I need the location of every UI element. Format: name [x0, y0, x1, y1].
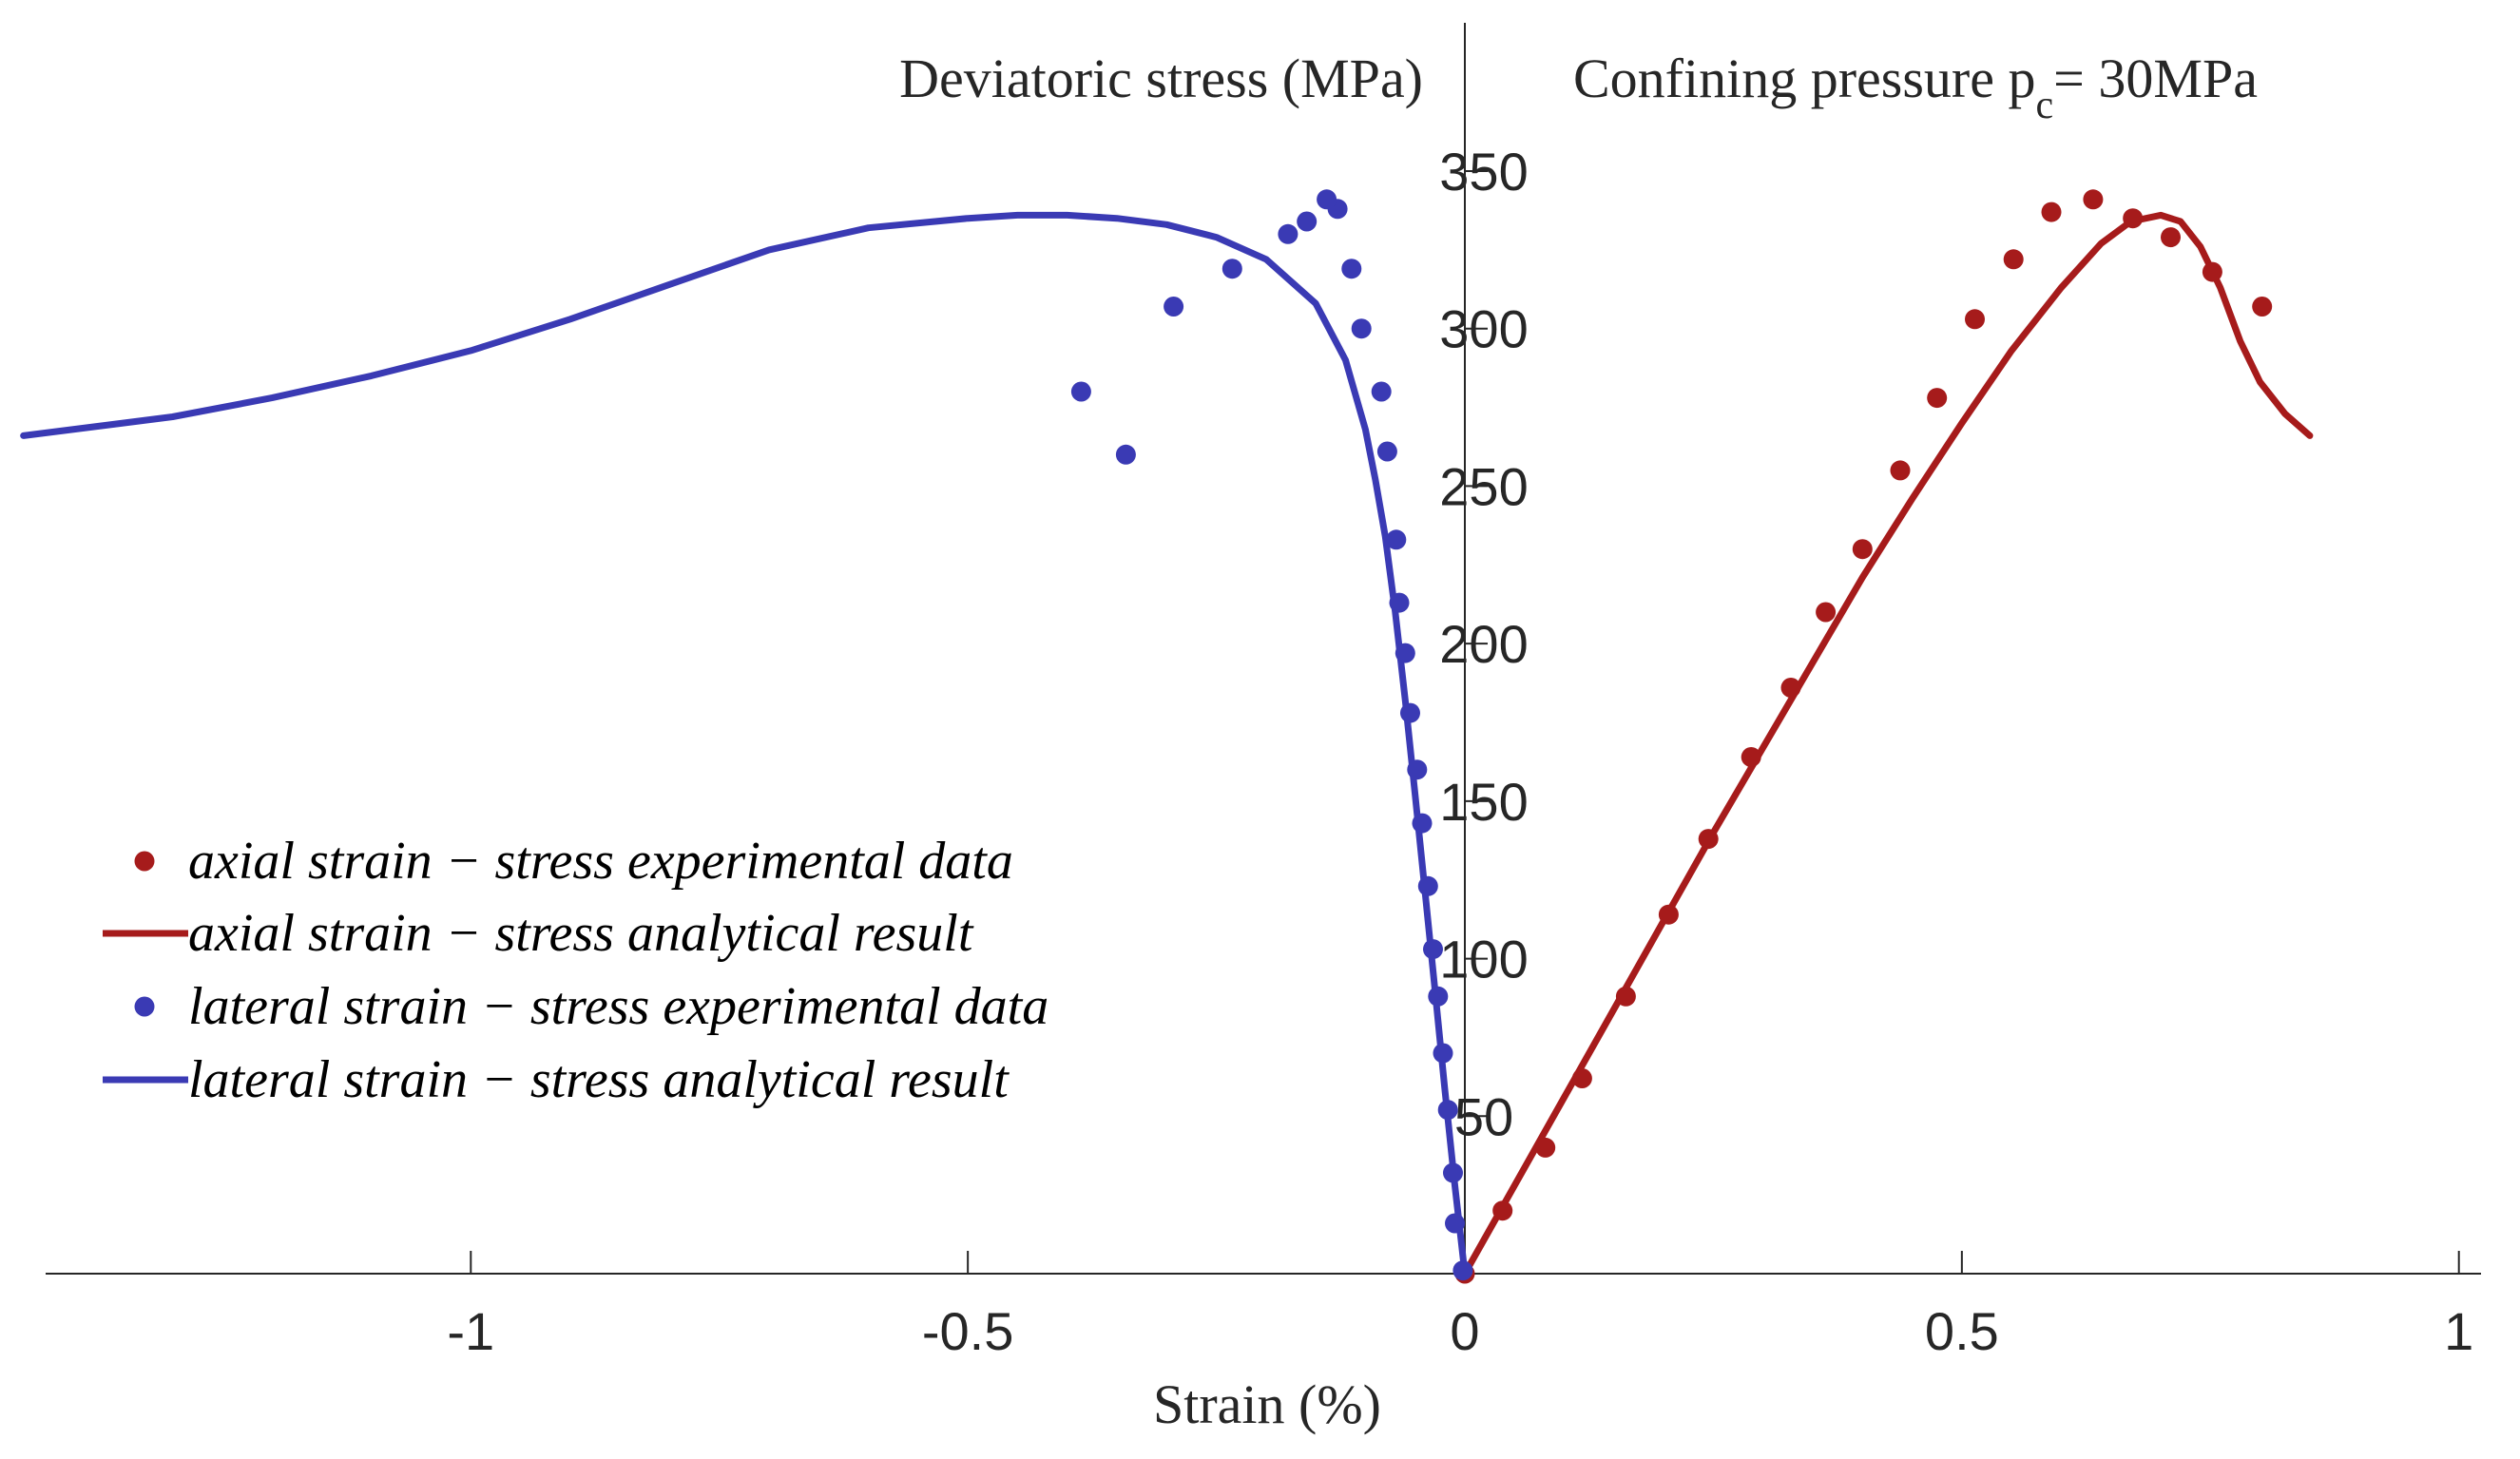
x-tick-label: 0 — [1450, 1301, 1479, 1361]
data-point — [1164, 297, 1184, 317]
data-point — [1400, 702, 1420, 723]
annotation-prefix: Confining pressure p — [1573, 48, 2036, 109]
data-point — [1395, 643, 1415, 663]
y-tick-label: 350 — [1439, 142, 1528, 202]
x-tick-label: 0.5 — [1925, 1301, 1999, 1361]
confining-pressure-annotation: Confining pressure pc= 30MPa — [1573, 48, 2258, 127]
series-points-axial-strain-stress-experimental-data — [1454, 189, 2273, 1284]
data-point — [1341, 259, 1362, 279]
series-line-lateral-strain-stress-analytical-result — [20, 211, 1469, 1277]
data-point — [1615, 986, 1636, 1007]
data-point — [2041, 202, 2062, 222]
data-point — [1741, 747, 1761, 767]
data-point — [1278, 223, 1298, 244]
annotation-suffix: = 30MPa — [2053, 48, 2258, 109]
data-point — [1351, 318, 1372, 339]
data-point — [1222, 259, 1242, 279]
data-point — [1927, 388, 1948, 409]
legend: axial strain − stress experimental data … — [103, 832, 1048, 1109]
data-point — [1445, 1213, 1465, 1234]
data-point — [1852, 539, 1873, 560]
data-point — [2083, 189, 2104, 210]
legend-item-lateral-data: lateral strain − stress experimental dat… — [134, 977, 1048, 1036]
legend-label-lateral-data: lateral strain − stress experimental dat… — [188, 977, 1048, 1036]
x-tick-label: -1 — [447, 1301, 494, 1361]
data-point — [1535, 1137, 1556, 1158]
data-point — [2161, 227, 2181, 248]
legend-label-lateral-result: lateral strain − stress analytical resul… — [188, 1050, 1010, 1109]
data-point — [1417, 875, 1438, 896]
data-point — [1412, 813, 1433, 834]
data-point — [1780, 678, 1801, 698]
data-point — [1297, 211, 1318, 232]
data-point — [1492, 1200, 1513, 1221]
data-point — [1371, 381, 1392, 402]
legend-label-axial-result: axial strain − stress analytical result — [188, 904, 974, 963]
x-tick-label: 1 — [2444, 1301, 2473, 1361]
data-point — [1698, 829, 1719, 850]
data-point — [1890, 460, 1911, 481]
legend-swatch-lateral-data — [134, 996, 155, 1017]
series-line-axial-strain-stress-analytical-result — [1461, 211, 2314, 1277]
y-tick-label: 100 — [1439, 930, 1528, 989]
data-point — [1376, 441, 1397, 462]
data-point — [2202, 261, 2222, 282]
legend-item-lateral-result: lateral strain − stress analytical resul… — [103, 1050, 1010, 1109]
y-tick-label: 150 — [1439, 772, 1528, 832]
data-point — [1428, 986, 1449, 1007]
data-point — [1407, 759, 1428, 780]
data-point — [1965, 309, 1985, 330]
y-tick-label: 200 — [1439, 614, 1528, 674]
data-point — [1317, 189, 1337, 210]
data-point — [1443, 1162, 1463, 1183]
data-point — [1658, 904, 1679, 925]
data-point — [2252, 297, 2273, 317]
data-point — [1389, 592, 1410, 613]
y-tick-label: 300 — [1439, 299, 1528, 359]
y-tick-label: 50 — [1454, 1086, 1513, 1146]
data-point — [1386, 529, 1407, 550]
x-tick-label: -0.5 — [922, 1301, 1014, 1361]
data-point — [1423, 939, 1443, 960]
x-axis-label: Strain (%) — [1153, 1373, 1381, 1435]
data-point — [1571, 1068, 1592, 1088]
data-point — [1816, 602, 1837, 623]
data-point — [1433, 1043, 1453, 1064]
y-tick-label: 250 — [1439, 456, 1528, 516]
legend-item-axial-data: axial strain − stress experimental data — [134, 832, 1013, 891]
legend-swatch-axial-data — [134, 851, 155, 872]
data-point — [1452, 1260, 1473, 1281]
plot-area — [20, 189, 2314, 1284]
series-points-lateral-strain-stress-experimental-data — [1070, 189, 1473, 1281]
data-point — [1437, 1100, 1458, 1121]
data-point — [2003, 249, 2024, 270]
data-point — [2123, 208, 2144, 229]
y-axis-label: Deviatoric stress (MPa) — [899, 48, 1423, 109]
data-point — [1070, 381, 1091, 402]
annotation-subscript: c — [2036, 84, 2054, 127]
legend-item-axial-result: axial strain − stress analytical result — [103, 904, 974, 963]
data-point — [1115, 444, 1136, 465]
legend-label-axial-data: axial strain − stress experimental data — [188, 832, 1013, 891]
